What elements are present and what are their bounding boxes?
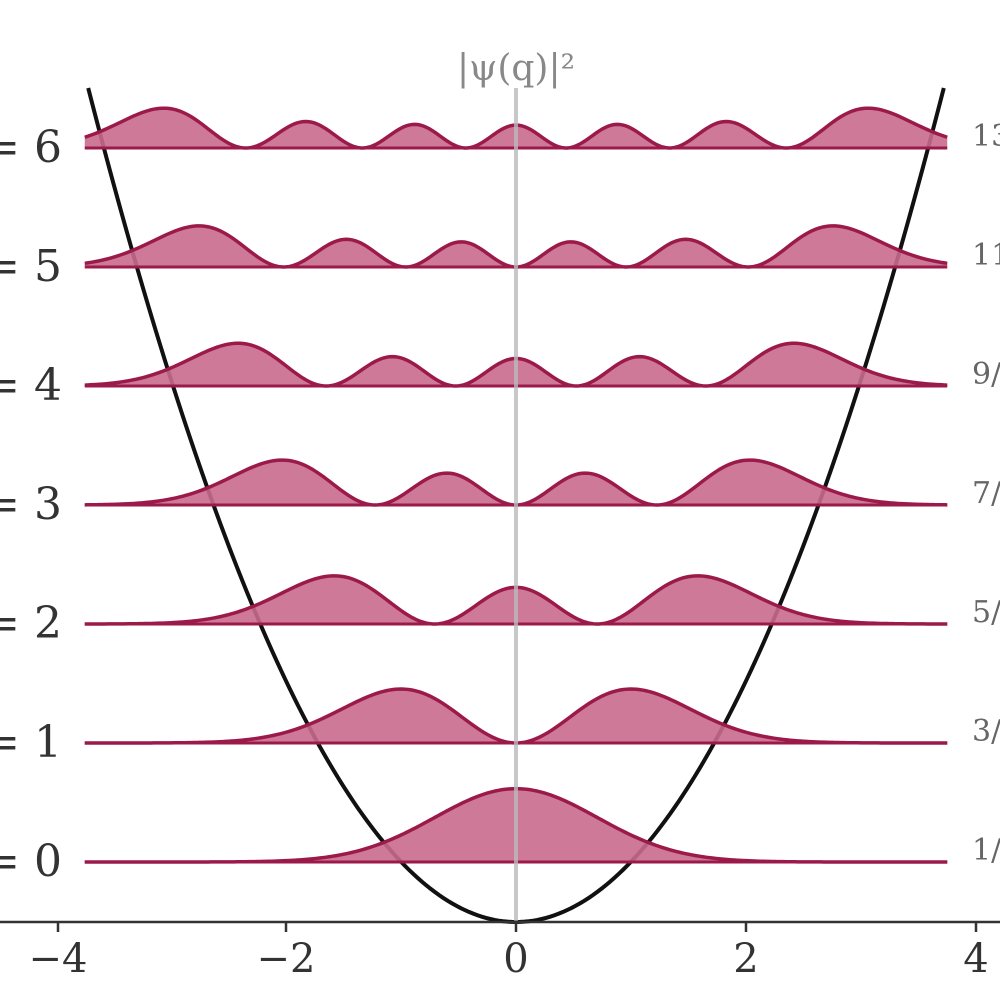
energy-label-5: 11/2 xyxy=(972,238,1000,273)
level-label-2: = 2 xyxy=(0,598,62,649)
energy-label-2: 5/2 xyxy=(972,595,1000,630)
x-axis: −4 −2 0 2 4 xyxy=(0,920,1000,982)
x-tick-label-2: 0 xyxy=(503,936,528,982)
level-label-4: = 4 xyxy=(0,360,62,411)
x-tick-label-4: 4 xyxy=(963,936,988,982)
level-label-6: = 6 xyxy=(0,122,62,173)
energy-label-0: 1/2 xyxy=(972,833,1000,868)
energy-label-3: 7/2 xyxy=(972,476,1000,511)
level-label-1: = 1 xyxy=(0,717,62,768)
labels-layer: = 0 1/2 = 1 3/2 = 2 5/2 = 3 7/2 = 4 9/2 = 5 11/2 = 6… xyxy=(0,119,1000,887)
chart-title: |ψ(q)|² xyxy=(457,48,575,89)
energy-label-6: 13/2 xyxy=(972,119,1000,154)
x-tick-label-0: −4 xyxy=(29,936,88,982)
density-area-3 xyxy=(84,460,948,505)
level-label-3: = 3 xyxy=(0,479,62,530)
x-tick-label-3: 2 xyxy=(733,936,758,982)
density-area-5 xyxy=(84,225,948,267)
energy-label-1: 3/2 xyxy=(972,714,1000,749)
level-label-0: = 0 xyxy=(0,836,62,887)
x-tick-label-1: −2 xyxy=(257,936,316,982)
energy-label-4: 9/2 xyxy=(972,357,1000,392)
level-label-5: = 5 xyxy=(0,241,62,292)
